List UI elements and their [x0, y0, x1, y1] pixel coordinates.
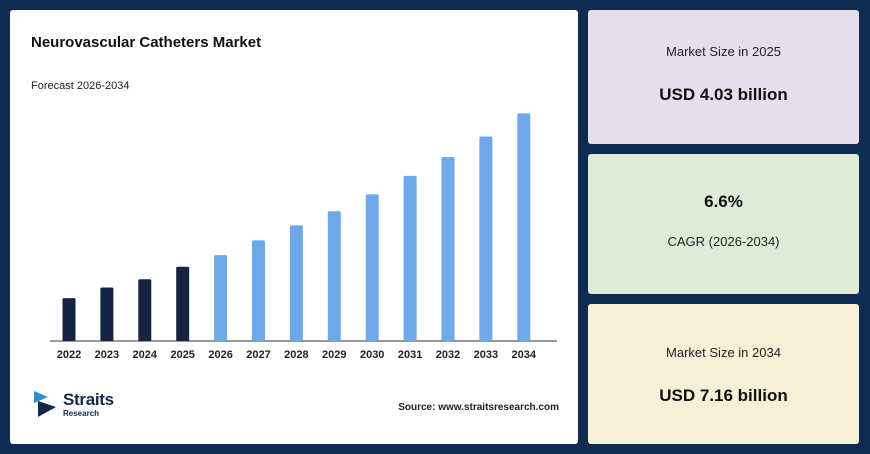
x-tick-label-2031: 2031: [398, 349, 422, 361]
bar-2026: [214, 255, 228, 341]
card-label: Market Size in 2025: [666, 44, 781, 59]
source-text: Source: www.straitsresearch.com: [398, 402, 559, 413]
x-tick-label-2027: 2027: [246, 349, 270, 361]
straits-logo: Straits Research: [34, 390, 144, 420]
bar-2030: [365, 194, 379, 341]
bar-2034: [517, 113, 531, 342]
logo-name: Straits: [63, 390, 114, 409]
bar-2024: [138, 279, 152, 341]
card-value: USD 4.03 billion: [659, 85, 788, 104]
bar-2027: [252, 240, 265, 341]
bar-2023: [100, 287, 114, 341]
bar-chart: 2022 2023 2024 2025 2026 2027 2028 2029 2030 2031…: [50, 113, 557, 361]
x-tick-label-2025: 2025: [170, 349, 194, 361]
card-label: Market Size in 2034: [666, 345, 781, 360]
x-tick-label-2032: 2032: [436, 349, 460, 361]
bar-2022: [62, 298, 76, 341]
straits-logo-icon: [34, 391, 56, 417]
bar-2025: [176, 266, 190, 341]
card-value: USD 7.16 billion: [659, 386, 788, 405]
x-tick-label-2033: 2033: [474, 349, 498, 361]
bar-2028: [289, 225, 303, 341]
logo-subtitle: Research: [63, 409, 100, 418]
x-tick-label-2028: 2028: [284, 349, 308, 361]
bar-2031: [403, 175, 417, 341]
market-size-2034-card: Market Size in 2034 USD 7.16 billion: [588, 304, 859, 444]
chart-title: Neurovascular Catheters Market: [31, 34, 262, 51]
card-value: 6.6%: [704, 192, 743, 211]
x-tick-label-2026: 2026: [208, 349, 232, 361]
x-tick-label-2034: 2034: [512, 349, 537, 361]
bar-2029: [327, 211, 341, 341]
x-tick-label-2030: 2030: [360, 349, 384, 361]
card-label: CAGR (2026-2034): [667, 234, 780, 249]
market-size-2025-card: Market Size in 2025 USD 4.03 billion: [588, 10, 859, 144]
x-tick-label-2023: 2023: [95, 349, 119, 361]
bar-2032: [441, 157, 455, 341]
bar-2033: [479, 136, 493, 341]
chart-subtitle: Forecast 2026-2034: [31, 80, 130, 92]
cagr-card: 6.6% CAGR (2026-2034): [588, 154, 859, 294]
x-tick-label-2022: 2022: [57, 349, 81, 361]
chart-panel: Neurovascular Catheters Market Forecast …: [10, 10, 578, 444]
x-tick-label-2024: 2024: [133, 349, 158, 361]
x-tick-label-2029: 2029: [322, 349, 346, 361]
